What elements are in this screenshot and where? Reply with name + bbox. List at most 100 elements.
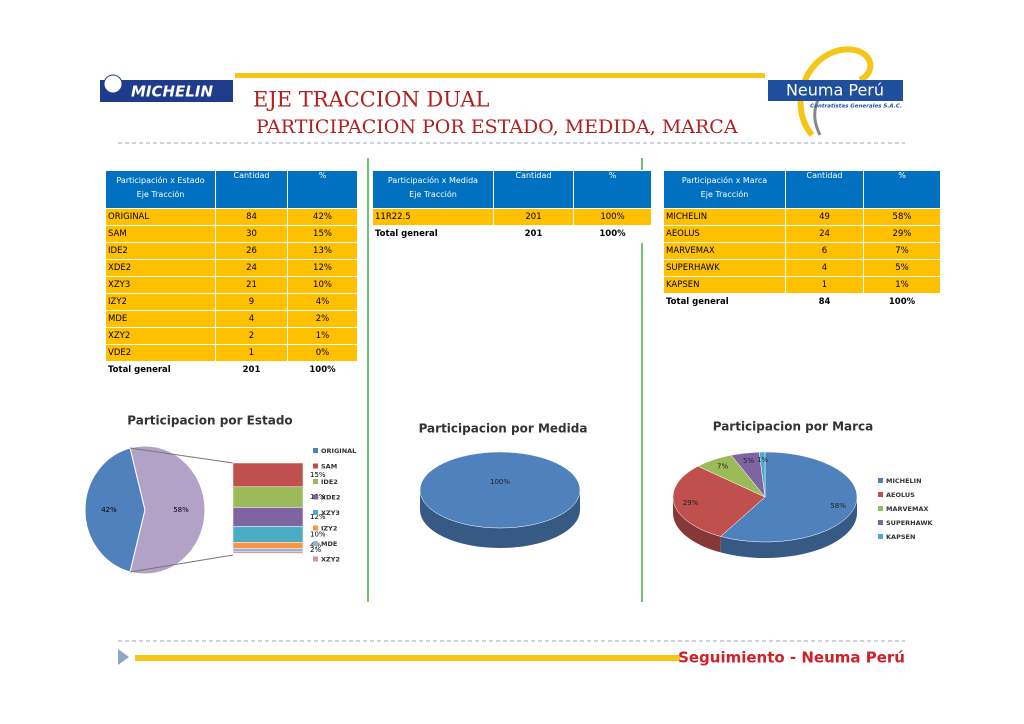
slice-side xyxy=(720,497,857,558)
slice-side xyxy=(420,490,580,548)
charts: Participacion por Estado42%58%15%13%12%1… xyxy=(84,414,934,575)
company-logo xyxy=(768,80,903,101)
table-row: ORIGINAL 84 42% xyxy=(105,208,358,226)
table-cell: KAPSEN xyxy=(663,276,786,294)
legend-swatch xyxy=(878,478,883,483)
data-label: 42% xyxy=(101,506,117,514)
data-label: 15% xyxy=(310,471,326,479)
slice xyxy=(419,451,581,529)
header-bar xyxy=(235,73,765,78)
header-cell: Participación x Estado Eje Tracción xyxy=(105,170,216,209)
table-cell: SUPERHAWK xyxy=(663,259,786,277)
bar-segment xyxy=(232,551,304,554)
legend-swatch xyxy=(313,525,318,531)
table-cell: VDE2 xyxy=(105,344,216,362)
table-cell: 11R22.5 xyxy=(372,208,494,226)
table-cell: MDE xyxy=(105,310,216,328)
slice-side xyxy=(673,497,721,553)
total-cell: 100% xyxy=(863,293,941,311)
table-cell: 2 xyxy=(215,327,288,345)
header-cell: Cantidad xyxy=(493,170,574,209)
data-label: 2% xyxy=(310,546,321,554)
total-row: Total general 201 100% xyxy=(105,361,358,379)
legend-swatch xyxy=(313,494,318,500)
table-row: IDE2 26 13% xyxy=(105,242,358,260)
legend-label: IZY2 xyxy=(321,525,337,533)
table-cell: 10% xyxy=(287,276,358,294)
table-cell: 6 xyxy=(785,242,864,260)
logo-swoosh xyxy=(797,46,874,137)
table-cell: 7% xyxy=(863,242,941,260)
chart-title: Participacion por Medida xyxy=(419,422,588,436)
data-label: 58% xyxy=(173,506,189,514)
table-cell: 4% xyxy=(287,293,358,311)
total-cell: 100% xyxy=(287,361,358,379)
legend-label: SUPERHAWK xyxy=(886,519,934,527)
header-row: Participación x Medida Eje Tracción Cantid… xyxy=(372,170,652,209)
data-label: 10% xyxy=(310,530,326,538)
table-row: VDE2 1 0% xyxy=(105,344,358,362)
legend-swatch xyxy=(313,448,318,453)
table-cell: 1% xyxy=(863,276,941,294)
legend-swatch xyxy=(313,463,318,469)
table-cell: 29% xyxy=(863,225,941,243)
table-row: SAM 30 15% xyxy=(105,225,358,243)
table-cell: SAM xyxy=(105,225,216,243)
table-cell: IZY2 xyxy=(105,293,216,311)
bibendum xyxy=(103,74,123,94)
total-cell: 201 xyxy=(215,361,288,379)
table-cell: 9 xyxy=(215,293,288,311)
table-cell: XDE2 xyxy=(105,259,216,277)
total-cell: 100% xyxy=(573,225,652,243)
header-label: Participación x Medida xyxy=(387,176,479,185)
brand: MICHELIN xyxy=(131,83,213,101)
table-cell: 24 xyxy=(215,259,288,277)
table-cell: MICHELIN xyxy=(663,208,786,226)
footer-bar xyxy=(135,655,680,661)
table-cell: XZY3 xyxy=(105,276,216,294)
total-row: Total general 201 100% xyxy=(372,225,652,243)
table-cell: XZY2 xyxy=(105,327,216,345)
legend-swatch xyxy=(878,506,883,511)
header-row: Participación x Marca Eje Tracción Cantida… xyxy=(663,170,941,209)
table-row: AEOLUS 24 29% xyxy=(663,225,941,243)
table-row: SUPERHAWK 4 5% xyxy=(663,259,941,277)
table-cell: 5% xyxy=(863,259,941,277)
table-cell: 4 xyxy=(785,259,864,277)
connector xyxy=(130,447,234,464)
michelin-logo xyxy=(100,80,233,102)
legend-label: SAM xyxy=(321,463,337,471)
data-label: 5% xyxy=(743,457,754,465)
bar-segment xyxy=(232,548,304,553)
legend-swatch xyxy=(878,520,883,525)
bar-segment xyxy=(232,507,304,527)
total-cell: 201 xyxy=(493,225,574,243)
connector xyxy=(129,554,234,573)
legend-label: MARVEMAX xyxy=(886,505,929,513)
table-cell: 13% xyxy=(287,242,358,260)
table-cell: 0% xyxy=(287,344,358,362)
data-table: Participación x Marca Eje Tracción Cantida… xyxy=(663,170,941,311)
header-cell: Cantidad xyxy=(785,170,864,209)
bar-segment xyxy=(232,542,304,549)
footer-arrow xyxy=(118,649,129,665)
legend-label: KAPSEN xyxy=(886,533,915,541)
total-cell: Total general xyxy=(663,293,786,311)
slice xyxy=(720,451,858,543)
table-row: IZY2 9 4% xyxy=(105,293,358,311)
legend-swatch xyxy=(313,479,318,484)
table-row: MARVEMAX 6 7% xyxy=(663,242,941,260)
table-cell: 100% xyxy=(573,208,652,226)
header-sublabel: Eje Tracción xyxy=(136,190,185,199)
data-label: 58% xyxy=(830,502,846,510)
table-cell: AEOLUS xyxy=(663,225,786,243)
bar-segment xyxy=(232,526,304,543)
legend-label: XZY3 xyxy=(321,509,340,517)
header-sublabel: Eje Tracción xyxy=(700,190,749,199)
table-cell: 15% xyxy=(287,225,358,243)
data-label: 12% xyxy=(310,513,326,521)
table-cell: 26 xyxy=(215,242,288,260)
table-cell: 49 xyxy=(785,208,864,226)
